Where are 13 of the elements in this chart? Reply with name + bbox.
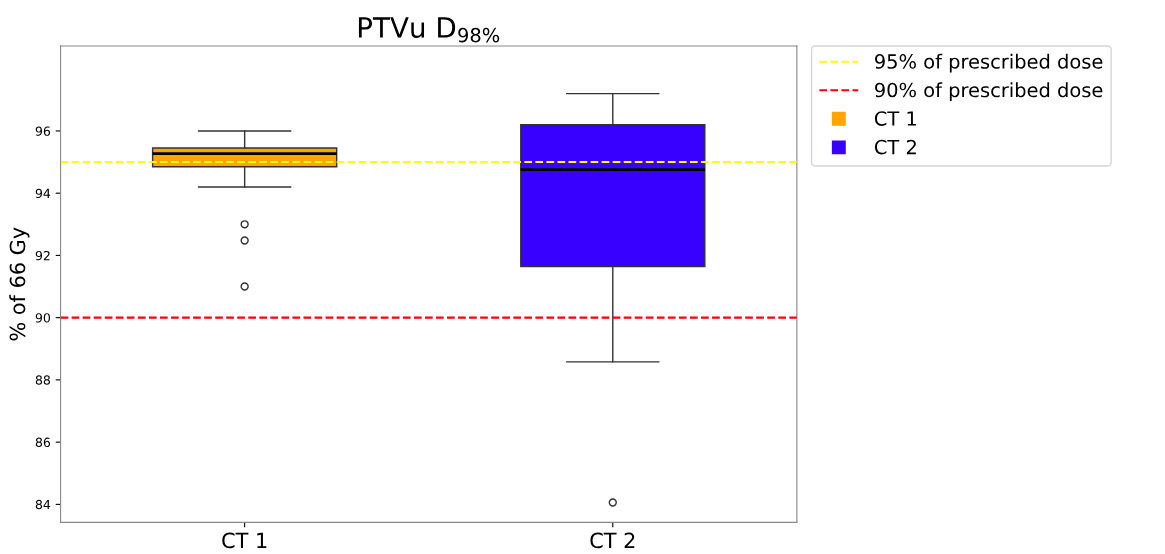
y-tick-label: 94 bbox=[35, 188, 51, 199]
y-axis-title: % of 66 Gy bbox=[9, 227, 30, 341]
y-tick-label: 90 bbox=[35, 313, 51, 323]
legend-label: 95% of prescribed dose bbox=[875, 53, 1103, 73]
y-tick-label: 84 bbox=[35, 499, 51, 510]
legend-label: CT 1 bbox=[874, 111, 917, 126]
chart-title: PTVu D$_{98%}$ bbox=[358, 17, 500, 43]
y-tick-label: 96 bbox=[35, 126, 51, 136]
y-tick-label: 92 bbox=[35, 250, 50, 261]
legend-label: 90% of prescribed dose bbox=[875, 82, 1103, 102]
y-tick-label: 88 bbox=[35, 375, 50, 385]
legend-label: CT 2 bbox=[874, 139, 916, 155]
y-tick-label: 86 bbox=[35, 437, 51, 448]
